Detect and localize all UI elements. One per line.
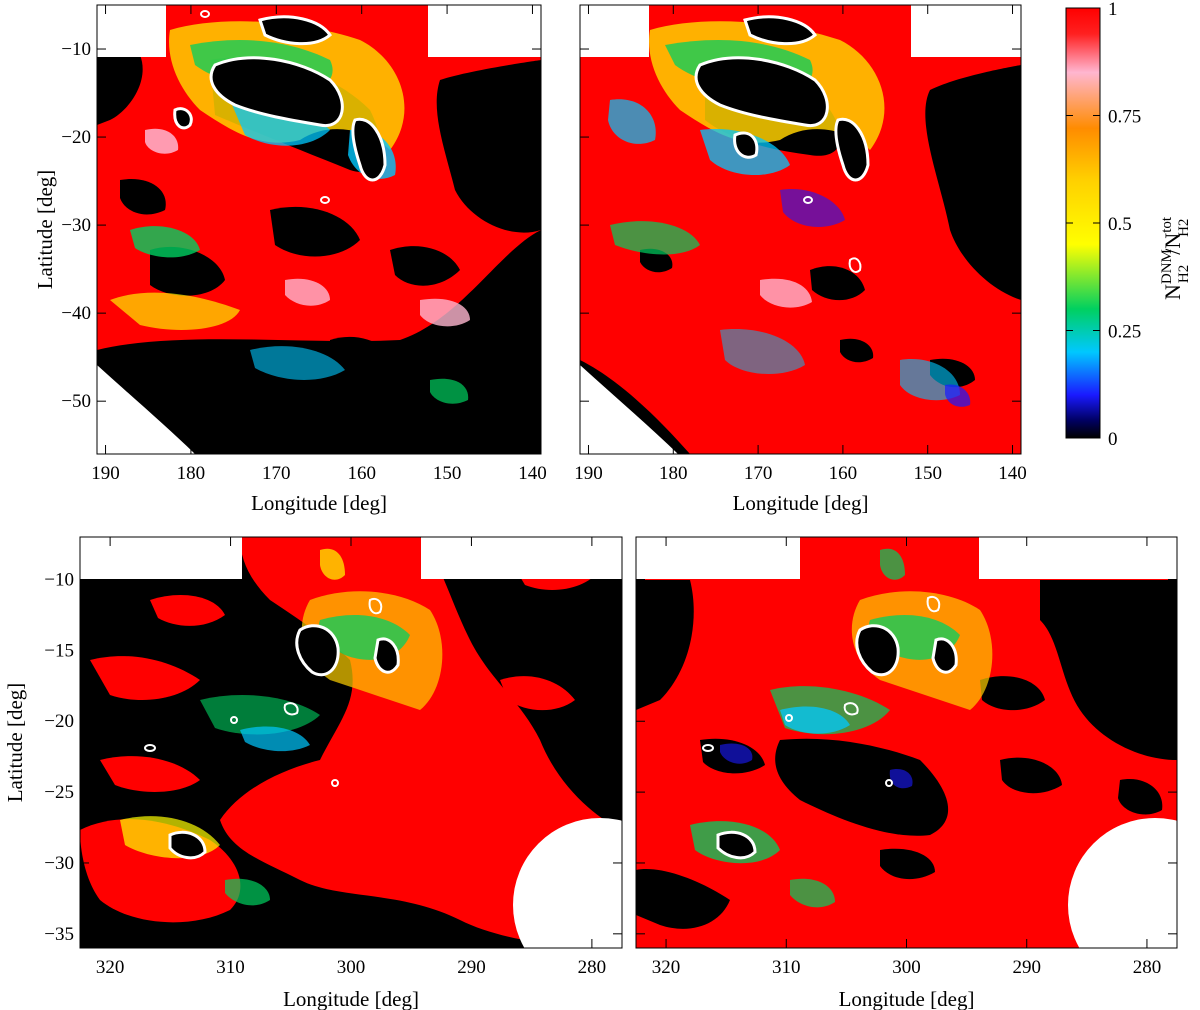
axes-bottom-left: 320 310 300 290 280 −10 −15 −20 −25 −30 −35 Longitu… <box>3 537 622 1010</box>
x-tick-label: 300 <box>337 957 366 978</box>
x-tick-label: 160 <box>347 463 376 484</box>
dense-cores <box>694 15 870 273</box>
x-tick-label: 310 <box>772 957 801 978</box>
y-tick-label: −20 <box>61 127 91 148</box>
colorbar-title-sub1: H2 <box>1176 265 1192 283</box>
panel-top-right <box>580 5 1021 454</box>
colorbar-title-sup1: DNM <box>1159 249 1175 284</box>
colorbar-tick-label: 0.5 <box>1108 214 1132 235</box>
x-tick-label: 290 <box>1012 957 1041 978</box>
plot-frame <box>96 4 542 455</box>
x-tick-label: 150 <box>913 463 942 484</box>
y-axis-title: Latitude [deg] <box>3 683 27 803</box>
x-axis-title: Longitude [deg] <box>283 987 419 1010</box>
y-tick-label: −10 <box>61 39 91 60</box>
x-tick-label: 170 <box>744 463 773 484</box>
axes-layer: 190 180 170 160 150 140 −10 −20 −30 −40 −50 Longitu… <box>3 5 1177 1010</box>
y-tick-label: −10 <box>44 570 74 591</box>
colorbar-title-sub2: H2 <box>1176 219 1192 237</box>
axes-top-right: 190 180 170 160 150 140 Longitude [deg] <box>574 5 1027 515</box>
no-data-masks <box>580 5 1021 454</box>
dense-cores <box>144 598 400 860</box>
y-tick-label: −25 <box>44 782 74 803</box>
x-tick-label: 160 <box>829 463 858 484</box>
axes-top-left: 190 180 170 160 150 140 −10 −20 −30 −40 −50 Longitu… <box>33 5 547 515</box>
plot-frame <box>579 4 1022 455</box>
x-tick-label: 180 <box>659 463 688 484</box>
no-data-masks <box>636 537 1177 948</box>
colorbar-tick-label: 0.75 <box>1108 107 1141 128</box>
colorbar-title-n1: N <box>1160 284 1185 300</box>
colorbar-tick-label: 1 <box>1108 0 1118 20</box>
x-tick-label: 320 <box>652 957 681 978</box>
dense-cores <box>173 10 387 204</box>
no-data-masks <box>80 537 622 948</box>
colorbar-tick-label: 0.25 <box>1108 322 1141 343</box>
colorbar-tick-label: 0 <box>1108 429 1118 450</box>
y-tick-label: −15 <box>44 640 74 661</box>
x-tick-label: 180 <box>177 463 206 484</box>
y-tick-label: −20 <box>44 711 74 732</box>
colorbar-title-sup2: tot <box>1159 216 1175 233</box>
no-dnm-regions <box>636 580 1177 929</box>
x-tick-label: 150 <box>433 463 462 484</box>
panel-top-left <box>97 5 541 454</box>
y-axis-title: Latitude [deg] <box>33 170 57 290</box>
x-tick-label: 280 <box>578 957 607 978</box>
x-tick-label: 290 <box>457 957 486 978</box>
colorbar-title-sep: /N <box>1160 233 1185 255</box>
x-tick-label: 190 <box>574 463 603 484</box>
x-tick-label: 170 <box>262 463 291 484</box>
no-dnm-regions <box>97 55 541 454</box>
no-data-masks <box>97 5 541 454</box>
panel-bottom-right <box>636 537 1177 948</box>
x-tick-label: 140 <box>518 463 547 484</box>
x-tick-label: 310 <box>216 957 245 978</box>
x-tick-label: 320 <box>96 957 125 978</box>
axes-bottom-right: 320 310 300 290 280 Longitude [deg] <box>636 537 1177 1010</box>
x-tick-label: 140 <box>998 463 1027 484</box>
y-tick-label: −50 <box>61 391 91 412</box>
y-tick-label: −30 <box>61 215 91 236</box>
y-tick-label: −30 <box>44 853 74 874</box>
x-tick-label: 190 <box>91 463 120 484</box>
panel-bottom-left <box>80 537 622 948</box>
x-axis-title: Longitude [deg] <box>733 491 869 515</box>
mixed-fraction-patches <box>120 548 443 906</box>
y-tick-label: −40 <box>61 303 91 324</box>
x-tick-label: 280 <box>1133 957 1162 978</box>
x-axis-title: Longitude [deg] <box>251 491 387 515</box>
colorbar-ticks: 0 0.25 0.5 0.75 1 <box>1066 0 1141 450</box>
y-tick-label: −35 <box>44 924 74 945</box>
colorbar: 00.250.50.751 NDNMH2/NtotH2 <box>1065 0 1192 450</box>
colorbar-title: NDNMH2/NtotH2 <box>1159 216 1192 300</box>
x-tick-label: 300 <box>892 957 921 978</box>
dense-cores <box>702 596 958 860</box>
x-axis-title: Longitude [deg] <box>839 987 975 1010</box>
